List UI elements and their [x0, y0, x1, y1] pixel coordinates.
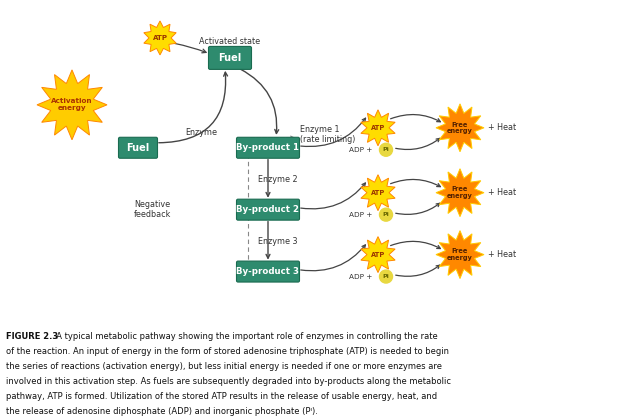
Text: Pi: Pi: [382, 274, 389, 279]
Text: pathway, ATP is formed. Utilization of the stored ATP results in the release of : pathway, ATP is formed. Utilization of t…: [6, 392, 438, 401]
Text: Enzyme 2: Enzyme 2: [258, 175, 297, 184]
Text: + Heat: + Heat: [488, 188, 516, 197]
Text: By-product 3: By-product 3: [237, 267, 299, 276]
Text: + Heat: + Heat: [488, 123, 516, 132]
Text: Negative
feedback: Negative feedback: [133, 200, 171, 219]
FancyBboxPatch shape: [118, 137, 158, 158]
Text: Pi: Pi: [382, 212, 389, 217]
Polygon shape: [436, 230, 484, 279]
Polygon shape: [144, 21, 176, 55]
Circle shape: [379, 270, 393, 283]
FancyBboxPatch shape: [237, 199, 299, 220]
Polygon shape: [361, 110, 395, 146]
Text: By-product 2: By-product 2: [237, 205, 299, 214]
Text: Pi: Pi: [382, 147, 389, 152]
Text: ADP +: ADP +: [349, 212, 375, 218]
Text: Fuel: Fuel: [126, 143, 150, 153]
Polygon shape: [361, 175, 395, 210]
Text: Enzyme: Enzyme: [185, 128, 217, 137]
Text: Free
energy: Free energy: [447, 186, 473, 199]
Text: ATP: ATP: [371, 190, 385, 196]
Polygon shape: [436, 104, 484, 152]
FancyBboxPatch shape: [237, 261, 299, 282]
FancyBboxPatch shape: [208, 47, 252, 69]
Text: Activation
energy: Activation energy: [51, 98, 93, 111]
Text: ADP +: ADP +: [349, 147, 375, 153]
Polygon shape: [37, 70, 107, 140]
Text: involved in this activation step. As fuels are subsequently degraded into by-pro: involved in this activation step. As fue…: [6, 377, 451, 386]
Text: the release of adenosine diphosphate (ADP) and inorganic phosphate (Pᴵ).: the release of adenosine diphosphate (AD…: [6, 407, 318, 416]
Text: of the reaction. An input of energy in the form of stored adenosine triphosphate: of the reaction. An input of energy in t…: [6, 347, 449, 356]
Text: A typical metabolic pathway showing the important role of enzymes in controlling: A typical metabolic pathway showing the …: [51, 332, 438, 341]
Text: Free
energy: Free energy: [447, 248, 473, 261]
Text: Enzyme 1
(rate limiting): Enzyme 1 (rate limiting): [300, 125, 356, 144]
Text: By-product 1: By-product 1: [237, 143, 299, 152]
Text: Activated state: Activated state: [200, 37, 260, 47]
FancyBboxPatch shape: [237, 137, 299, 158]
Text: ADP +: ADP +: [349, 274, 375, 280]
Polygon shape: [436, 169, 484, 217]
Text: the series of reactions (activation energy), but less initial energy is needed i: the series of reactions (activation ener…: [6, 362, 442, 371]
Text: ATP: ATP: [371, 252, 385, 258]
Text: Enzyme 3: Enzyme 3: [258, 237, 297, 246]
Text: + Heat: + Heat: [488, 250, 516, 259]
Circle shape: [379, 143, 393, 156]
Polygon shape: [361, 237, 395, 272]
Text: Free
energy: Free energy: [447, 121, 473, 134]
Text: ATP: ATP: [153, 35, 168, 41]
Text: Fuel: Fuel: [218, 53, 242, 63]
Text: ATP: ATP: [371, 125, 385, 131]
Text: FIGURE 2.3: FIGURE 2.3: [6, 332, 58, 341]
Circle shape: [379, 208, 393, 221]
